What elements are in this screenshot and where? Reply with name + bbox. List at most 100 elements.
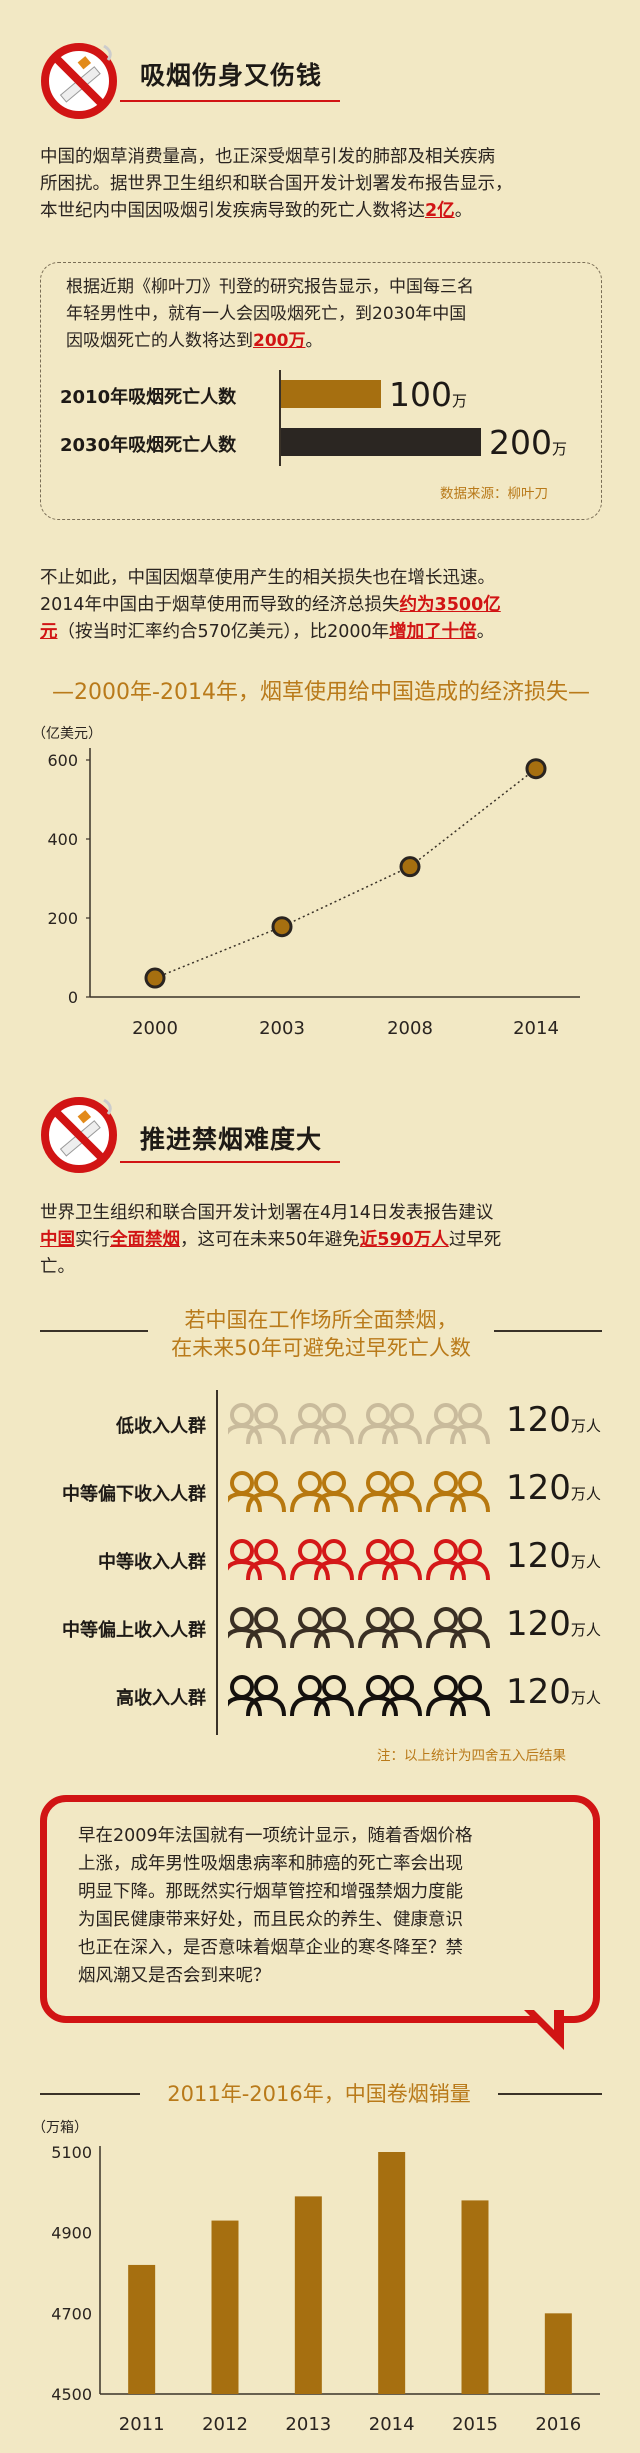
bar-chart-bar: [378, 2152, 406, 2394]
people-icons: [222, 1468, 508, 1522]
line-chart-point: [144, 967, 166, 989]
box-axis-line: [279, 370, 281, 466]
para2-line: 元（按当时汇率约合570亿美元），比2000年增加了十倍。: [40, 622, 495, 642]
bar-chart-title-rule-right: [498, 2093, 602, 2095]
group-label: 高收入人群: [116, 1688, 206, 1709]
group-label: 低收入人群: [116, 1416, 206, 1437]
group-value: 120万人: [506, 1400, 601, 1440]
bar-chart-ylabel: （万箱）: [32, 2120, 88, 2136]
bar-chart-bar: [544, 2313, 572, 2394]
bubble-line: 上涨，成年男性吸烟患病率和肺癌的死亡率会出现: [78, 1854, 463, 1874]
bar-chart: （万箱） 4500 4700 4900 5100 2011 2012 2013 2014 2015…: [32, 2120, 600, 2435]
no-smoking-icon-1: [38, 36, 124, 122]
bar-chart-bar: [128, 2264, 156, 2394]
bubble-line: 也正在深入，是否意味着烟草企业的寒冬降至？禁: [78, 1938, 463, 1958]
line-chart-ylabel: （亿美元）: [32, 726, 102, 742]
group-label: 中等收入人群: [98, 1552, 206, 1573]
s2-line: 亡。: [40, 1257, 75, 1277]
group-value: 120万人: [506, 1536, 601, 1576]
box-bar-2030: [281, 428, 481, 456]
person-icon-group: [222, 1539, 490, 1581]
bar-chart-xtick-label: 2011: [119, 2414, 165, 2435]
bar-chart-ytick-label: 5100: [51, 2143, 92, 2162]
groups-title: 若中国在工作场所全面禁烟， 在未来50年可避免过早死亡人数: [171, 1308, 471, 1360]
no-smoking-icon-2: [38, 1090, 124, 1176]
bar-chart-xtick-label: 2013: [285, 2414, 331, 2435]
box-line: 年轻男性中，就有一人会因吸烟死亡，到2030年中国: [66, 304, 467, 324]
speech-bubble-tail: [524, 2010, 564, 2050]
highlight-ban: 全面禁烟: [110, 1230, 180, 1250]
line-chart-xtick-label: 2014: [513, 1018, 559, 1039]
line-chart-point: [399, 856, 421, 878]
bar-chart-title: 2011年-2016年，中国卷烟销量: [167, 2082, 471, 2106]
groups-axis-line: [216, 1390, 218, 1735]
person-icon-group: [222, 1675, 490, 1717]
groups-title-rule-left: [40, 1330, 148, 1332]
bar-chart-xtick-label: 2014: [369, 2414, 415, 2435]
group-value: 120万人: [506, 1468, 601, 1508]
box-row-label-2030: 2030年吸烟死亡人数: [60, 435, 237, 456]
bar-chart-ytick-label: 4500: [51, 2385, 92, 2404]
box-value-2010: 100万: [389, 375, 468, 414]
line-chart-series: [154, 768, 537, 979]
speech-bubble: [40, 1795, 600, 2023]
s2-line: 世界卫生组织和联合国开发计划署在4月14日发表报告建议: [40, 1203, 494, 1223]
bar-chart-bar: [294, 2196, 322, 2394]
para2-line: 不止如此，中国因烟草使用产生的相关损失也在增长迅速。: [40, 568, 495, 588]
people-icons: [222, 1672, 508, 1726]
bar-chart-title-rule-left: [40, 2093, 140, 2095]
intro-line: 中国的烟草消费量高，也正深受烟草引发的肺部及相关疾病: [40, 147, 495, 167]
group-label: 中等偏下收入人群: [62, 1484, 206, 1505]
people-icons: [222, 1400, 508, 1454]
highlight-tenfold: 增加了十倍: [389, 622, 477, 642]
section1-title-underline: [120, 100, 340, 102]
intro-line: 所困扰。据世界卫生组织和联合国开发计划署发布报告显示，: [40, 174, 513, 194]
line-chart-ytick-label: 400: [47, 830, 78, 849]
person-icon-group: [222, 1607, 490, 1649]
box-bar-2010: [281, 380, 381, 408]
s2-line: 中国实行全面禁烟，这可在未来50年避免近590万人过早死: [40, 1230, 502, 1250]
intro-line: 本世纪内中国因吸烟引发疾病导致的死亡人数将达2亿。: [40, 201, 473, 221]
box-value-2030: 200万: [489, 423, 568, 462]
line-chart-ytick-label: 600: [47, 751, 78, 770]
line-chart-ytick-label: 200: [47, 909, 78, 928]
bar-chart-xtick-label: 2012: [202, 2414, 248, 2435]
section1-intro: 中国的烟草消费量高，也正深受烟草引发的肺部及相关疾病 所困扰。据世界卫生组织和联…: [40, 144, 610, 225]
highlight-2yi: 2亿: [425, 201, 455, 221]
group-value: 120万人: [506, 1604, 601, 1644]
bubble-line: 明显下降。那既然实行烟草管控和增强禁烟力度能: [78, 1882, 463, 1902]
line-chart-point: [271, 916, 293, 938]
line-chart: （亿美元） 0 200 400 600 2000 2003 2008 2014: [32, 726, 580, 1039]
bubble-line: 为国民健康带来好处，而且民众的养生、健康意识: [78, 1910, 463, 1930]
highlight-590wan: 近590万人: [359, 1230, 449, 1250]
line-chart-title: —2000年-2014年，烟草使用给中国造成的经济损失—: [52, 680, 590, 705]
groups-note: 注：以上统计为四舍五入后结果: [377, 1748, 566, 1764]
lancet-box: [40, 262, 602, 520]
line-chart-point: [525, 758, 547, 780]
line-chart-xtick-label: 2003: [259, 1018, 305, 1039]
box-line: 因吸烟死亡的人数将达到200万。: [66, 331, 323, 351]
box-line: 根据近期《柳叶刀》刊登的研究报告显示，中国每三名: [66, 277, 474, 297]
line-chart-xtick-label: 2000: [132, 1018, 178, 1039]
section2-para: 世界卫生组织和联合国开发计划署在4月14日发表报告建议 中国实行全面禁烟，这可在…: [40, 1200, 610, 1281]
highlight-200wan: 200万: [253, 331, 306, 351]
bar-chart-ytick-label: 4700: [51, 2304, 92, 2323]
para2-line: 2014年中国由于烟草使用而导致的经济总损失约为3500亿: [40, 595, 501, 615]
lancet-box-text: 根据近期《柳叶刀》刊登的研究报告显示，中国每三名 年轻男性中，就有一人会因吸烟死…: [66, 274, 586, 355]
person-icon-group: [222, 1403, 490, 1445]
line-chart-ytick-label: 0: [68, 988, 78, 1007]
groups-title-rule-right: [494, 1330, 602, 1332]
bubble-line: 烟风潮又是否会到来呢？: [78, 1966, 271, 1986]
bar-chart-xtick-label: 2016: [535, 2414, 581, 2435]
section2-title-underline: [120, 1161, 340, 1163]
bar-chart-bar: [211, 2220, 239, 2394]
bar-chart-ytick-label: 4900: [51, 2224, 92, 2243]
person-icon-group: [222, 1471, 490, 1513]
section1-para2: 不止如此，中国因烟草使用产生的相关损失也在增长迅速。 2014年中国由于烟草使用…: [40, 565, 610, 646]
section2-title: 推进禁烟难度大: [140, 1125, 323, 1154]
group-label: 中等偏上收入人群: [62, 1620, 206, 1641]
box-source: 数据来源：柳叶刀: [440, 486, 548, 502]
people-icons: [222, 1536, 508, 1590]
group-value: 120万人: [506, 1672, 601, 1712]
section1-title: 吸烟伤身又伤钱: [140, 61, 323, 90]
